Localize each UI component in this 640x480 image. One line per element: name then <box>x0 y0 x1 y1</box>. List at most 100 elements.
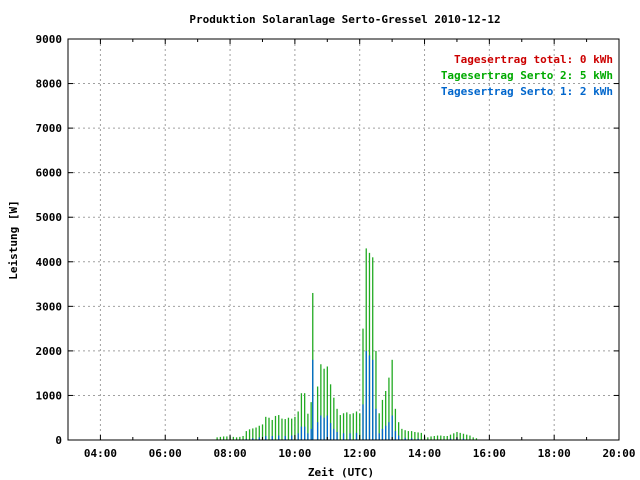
bar-serto-1 <box>326 415 328 440</box>
x-tick-label: 06:00 <box>149 447 182 460</box>
bar-serto-2 <box>446 435 448 440</box>
y-tick-label: 0 <box>55 434 62 447</box>
y-tick-label: 6000 <box>36 167 63 180</box>
bar-serto-2 <box>320 364 322 440</box>
x-axis-label: Zeit (UTC) <box>308 466 374 479</box>
bar-serto-2 <box>436 435 439 440</box>
bar-serto-2 <box>456 431 458 440</box>
chart-title: Produktion Solaranlage Serto-Gressel 201… <box>189 13 500 26</box>
x-tick-label: 08:00 <box>213 447 246 460</box>
bar-serto-2 <box>278 415 280 440</box>
bar-serto-2 <box>459 432 461 440</box>
bar-serto-2 <box>261 424 264 440</box>
bar-serto-2 <box>352 413 354 440</box>
bar-serto-2 <box>297 411 299 440</box>
bar-serto-1 <box>404 437 406 440</box>
legend-entry: Tagesertrag Serto 1: 2 kWh <box>441 85 613 98</box>
bar-serto-2 <box>242 435 244 440</box>
bar-serto-2 <box>281 418 283 440</box>
bar-serto-2 <box>462 433 465 440</box>
bar-serto-1 <box>312 359 314 440</box>
bar-serto-1 <box>271 435 273 440</box>
grid-layer <box>68 39 619 440</box>
bar-serto-2 <box>336 408 338 440</box>
bar-serto-2 <box>222 436 225 440</box>
bar-serto-1 <box>323 417 325 440</box>
x-tick-label: 16:00 <box>473 447 506 460</box>
bar-serto-1 <box>291 435 293 440</box>
bar-serto-1 <box>258 437 260 440</box>
bar-serto-2 <box>284 419 286 440</box>
bar-serto-1 <box>362 404 364 440</box>
bar-serto-2 <box>404 430 406 440</box>
bar-serto-2 <box>372 257 374 440</box>
x-tick-label: 10:00 <box>278 447 311 460</box>
bar-serto-2 <box>398 422 400 440</box>
bar-serto-2 <box>291 418 293 440</box>
bar-serto-1 <box>449 438 452 440</box>
bar-serto-2 <box>433 435 435 440</box>
bar-serto-2 <box>316 386 319 440</box>
y-tick-label: 4000 <box>36 256 63 269</box>
bar-serto-2 <box>287 417 290 440</box>
bar-serto-2 <box>414 431 416 440</box>
bar-serto-2 <box>440 435 442 440</box>
bar-serto-2 <box>255 427 257 440</box>
x-tick-label: 12:00 <box>343 447 376 460</box>
legend: Tagesertrag total: 0 kWh Tagesertrag Sert… <box>441 53 613 98</box>
bar-serto-2 <box>359 413 361 440</box>
x-tick-label: 04:00 <box>84 447 117 460</box>
bar-serto-2 <box>420 432 422 440</box>
x-tick-label: 18:00 <box>538 447 571 460</box>
bar-serto-1 <box>372 359 374 440</box>
bar-serto-2 <box>407 431 410 440</box>
bar-serto-1 <box>462 438 465 440</box>
bar-serto-2 <box>333 397 335 440</box>
bar-serto-2 <box>219 436 222 440</box>
bar-serto-1 <box>329 423 332 440</box>
bar-serto-2 <box>268 417 270 440</box>
bars-layer <box>216 248 478 440</box>
bar-serto-2 <box>216 437 218 440</box>
bar-serto-2 <box>323 368 325 440</box>
bar-serto-2 <box>417 432 419 440</box>
bar-serto-2 <box>365 248 367 440</box>
bar-serto-2 <box>466 434 468 440</box>
bar-serto-1 <box>349 433 351 440</box>
bar-serto-2 <box>427 437 429 440</box>
bar-serto-2 <box>349 414 351 440</box>
bar-serto-2 <box>443 435 445 440</box>
bar-serto-2 <box>265 416 267 440</box>
bar-serto-1 <box>252 438 254 440</box>
x-tick-label: 20:00 <box>602 447 635 460</box>
bar-serto-2 <box>346 412 348 440</box>
bar-serto-2 <box>248 429 251 440</box>
bar-serto-2 <box>378 413 380 440</box>
bar-serto-2 <box>342 413 345 440</box>
bar-serto-1 <box>300 426 303 440</box>
bar-serto-2 <box>469 435 471 440</box>
legend-entry: Tagesertrag Serto 2: 5 kWh <box>441 69 613 82</box>
bar-serto-2 <box>339 415 341 440</box>
legend-entry: Tagesertrag total: 0 kWh <box>454 53 613 66</box>
bar-serto-1 <box>385 425 387 440</box>
x-tick-label: 14:00 <box>408 447 441 460</box>
bar-serto-2 <box>410 431 413 440</box>
axis-layer: 0 1000 2000 3000 4000 5000 6000 7000 8000 9000 04:… <box>36 33 636 460</box>
bar-serto-1 <box>398 435 400 440</box>
bar-serto-2 <box>326 366 328 440</box>
bar-serto-2 <box>375 350 377 440</box>
y-tick-label: 5000 <box>36 211 63 224</box>
bar-serto-2 <box>226 436 228 440</box>
bar-serto-2 <box>401 428 403 440</box>
bar-serto-2 <box>245 431 247 440</box>
bar-serto-1 <box>297 433 299 440</box>
bar-serto-1 <box>336 431 338 440</box>
bar-serto-2 <box>304 393 306 440</box>
bar-serto-2 <box>274 415 277 440</box>
y-tick-label: 8000 <box>36 78 63 91</box>
bar-serto-1 <box>417 438 419 440</box>
bar-serto-1 <box>355 432 358 440</box>
bar-serto-1 <box>316 422 319 440</box>
bar-serto-2 <box>355 411 358 440</box>
